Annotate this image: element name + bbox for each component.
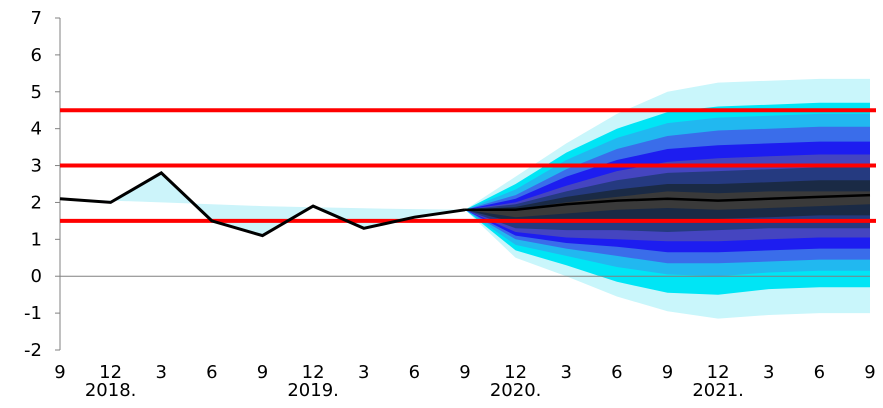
x-tick-label-10: 3 [561,362,572,383]
historical-shade-area [60,172,465,236]
y-tick-label--2: -2 [24,340,42,361]
y-tick-label-2: 2 [31,192,42,213]
x-tick-label-7: 6 [409,362,420,383]
y-tick-label-3: 3 [31,156,42,177]
x-tick-label-6: 3 [358,362,369,383]
central-projection-line [465,193,871,212]
y-tick-label-6: 6 [31,45,42,66]
x-tick-label-9: 12 [504,362,527,383]
y-tick-label-5: 5 [31,82,42,103]
x-tick-label-0: 9 [54,362,65,383]
axes [55,17,870,351]
series-lines [59,171,871,238]
y-tick-label-1: 1 [31,229,42,250]
x-tick-label-12: 9 [662,362,673,383]
x-tick-label-5: 12 [302,362,325,383]
y-tick-label-4: 4 [31,119,42,140]
year-label-2: 2020. [490,380,542,401]
y-tick-label-0: 0 [31,266,42,287]
x-tick-label-16: 9 [864,362,875,383]
x-tick-label-15: 6 [814,362,825,383]
year-label-0: 2018. [85,380,137,401]
x-tick-label-14: 3 [763,362,774,383]
x-tick-label-13: 12 [707,362,730,383]
x-tick-label-2: 3 [156,362,167,383]
reference-lines [60,108,876,223]
historical-shading [60,172,465,236]
x-tick-label-3: 6 [206,362,217,383]
year-label-1: 2019. [287,380,339,401]
x-tick-label-1: 12 [99,362,122,383]
x-tick-label-8: 9 [459,362,470,383]
x-tick-label-4: 9 [257,362,268,383]
x-tick-label-11: 6 [611,362,622,383]
y-tick-label--1: -1 [24,303,42,324]
y-tick-label-7: 7 [31,8,42,29]
actual-line [59,171,466,238]
year-label-3: 2021. [692,380,744,401]
